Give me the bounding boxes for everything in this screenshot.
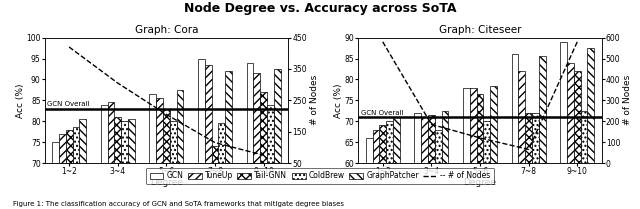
Bar xyxy=(170,121,177,209)
Bar xyxy=(442,111,449,209)
Bar xyxy=(108,102,115,209)
Bar xyxy=(580,111,588,209)
Bar xyxy=(59,134,66,209)
Bar xyxy=(253,73,260,209)
Bar xyxy=(470,88,477,209)
Y-axis label: Acc (%): Acc (%) xyxy=(16,83,25,118)
Bar xyxy=(518,71,525,209)
Text: GCN Overall: GCN Overall xyxy=(361,110,403,116)
Bar xyxy=(52,142,59,209)
Bar xyxy=(380,125,386,209)
Bar xyxy=(574,71,580,209)
Bar xyxy=(539,56,546,209)
Bar xyxy=(483,121,490,209)
X-axis label: Degree: Degree xyxy=(150,178,183,187)
Text: GCN Overall: GCN Overall xyxy=(47,101,90,107)
Title: Graph: Citeseer: Graph: Citeseer xyxy=(439,25,521,36)
Text: Node Degree vs. Accuracy across SoTA: Node Degree vs. Accuracy across SoTA xyxy=(184,2,456,15)
Bar xyxy=(100,104,108,209)
Bar xyxy=(393,117,400,209)
Bar xyxy=(205,65,212,209)
Bar xyxy=(198,59,205,209)
Bar xyxy=(177,90,184,209)
Bar xyxy=(163,109,170,209)
Bar xyxy=(372,130,380,209)
Bar xyxy=(532,113,539,209)
Bar xyxy=(225,71,232,209)
Bar xyxy=(218,123,225,209)
Bar xyxy=(511,54,518,209)
Bar xyxy=(121,121,128,209)
Bar xyxy=(149,94,156,209)
Bar xyxy=(260,92,267,209)
Y-axis label: # of Nodes: # of Nodes xyxy=(310,75,319,125)
Legend: GCN, TuneUp, Tail-GNN, ColdBrew, GraphPatcher, -- # of Nodes: GCN, TuneUp, Tail-GNN, ColdBrew, GraphPa… xyxy=(146,168,494,184)
Bar xyxy=(72,127,79,209)
Bar xyxy=(115,117,121,209)
Bar xyxy=(435,130,442,209)
Bar xyxy=(525,113,532,209)
Bar xyxy=(421,117,428,209)
Bar xyxy=(365,138,372,209)
Bar xyxy=(246,63,253,209)
Bar xyxy=(79,119,86,209)
Text: Figure 1: The classification accuracy of GCN and SoTA frameworks that mitigate d: Figure 1: The classification accuracy of… xyxy=(13,201,344,207)
Bar xyxy=(477,94,483,209)
Bar xyxy=(414,113,421,209)
Bar xyxy=(156,98,163,209)
Bar xyxy=(267,104,274,209)
Bar xyxy=(212,146,218,209)
Bar xyxy=(567,63,574,209)
X-axis label: Degree: Degree xyxy=(463,178,497,187)
Bar xyxy=(128,119,135,209)
Y-axis label: # of Nodes: # of Nodes xyxy=(623,75,632,125)
Y-axis label: Acc (%): Acc (%) xyxy=(334,83,343,118)
Title: Graph: Cora: Graph: Cora xyxy=(134,25,198,36)
Bar xyxy=(428,115,435,209)
Bar xyxy=(588,48,595,209)
Bar xyxy=(66,130,72,209)
Bar xyxy=(274,69,281,209)
Bar xyxy=(560,42,567,209)
Bar xyxy=(490,86,497,209)
Bar xyxy=(463,88,470,209)
Bar xyxy=(386,121,393,209)
